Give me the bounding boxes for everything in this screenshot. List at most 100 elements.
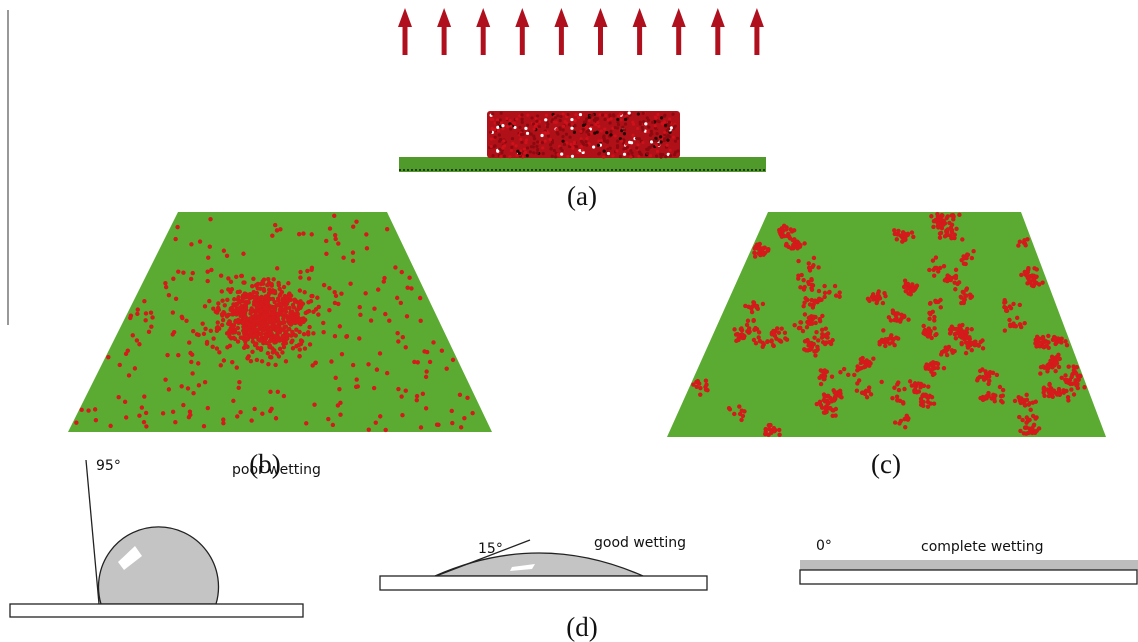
particle xyxy=(755,304,759,308)
particle xyxy=(671,113,674,116)
particle xyxy=(563,143,566,146)
particle xyxy=(954,227,958,231)
particle xyxy=(863,392,867,396)
particle xyxy=(322,283,326,287)
particle xyxy=(954,336,958,340)
particle xyxy=(635,146,638,149)
particle xyxy=(935,300,939,304)
particle xyxy=(801,278,805,282)
particle xyxy=(1078,374,1082,378)
particle xyxy=(501,127,504,130)
particle xyxy=(913,388,917,392)
particle xyxy=(834,392,838,396)
particle xyxy=(266,362,270,366)
particle xyxy=(921,404,925,408)
particle xyxy=(282,394,286,398)
particle xyxy=(1017,415,1021,419)
particle xyxy=(646,130,649,133)
particle xyxy=(383,312,387,316)
particle xyxy=(571,123,574,126)
particle xyxy=(508,155,511,158)
particle xyxy=(270,233,274,237)
particle xyxy=(696,379,700,383)
particle xyxy=(304,311,308,315)
particle xyxy=(242,346,246,350)
particle xyxy=(842,367,846,371)
particle xyxy=(752,318,756,322)
particle xyxy=(857,367,861,371)
particle xyxy=(596,117,599,120)
particle xyxy=(838,389,842,393)
particle xyxy=(310,232,314,236)
particle xyxy=(180,315,184,319)
particle xyxy=(1053,369,1057,373)
particle xyxy=(240,298,244,302)
particle xyxy=(196,361,200,365)
particle xyxy=(316,312,320,316)
particle xyxy=(932,326,936,330)
particle xyxy=(739,418,743,422)
particle xyxy=(419,425,423,429)
particle xyxy=(559,128,562,131)
particle xyxy=(266,351,270,355)
particle xyxy=(752,251,756,255)
particle xyxy=(230,312,234,316)
particle xyxy=(862,365,866,369)
particle xyxy=(137,413,141,417)
particle xyxy=(144,411,148,415)
particle xyxy=(369,318,373,322)
particle xyxy=(816,265,820,269)
particle xyxy=(538,125,541,128)
particle xyxy=(890,396,894,400)
particle xyxy=(605,131,608,134)
particle xyxy=(1065,343,1069,347)
particle xyxy=(1035,342,1039,346)
particle xyxy=(254,341,258,345)
particle xyxy=(817,289,821,293)
particle xyxy=(222,358,226,362)
particle xyxy=(331,423,335,427)
particle xyxy=(631,121,634,124)
arrow xyxy=(554,8,568,55)
particle xyxy=(79,408,83,412)
particle xyxy=(520,113,523,116)
particle xyxy=(644,122,647,125)
particle xyxy=(297,318,301,322)
particle xyxy=(249,310,253,314)
particle xyxy=(745,323,749,327)
particle xyxy=(123,400,127,404)
particle xyxy=(861,360,865,364)
particle xyxy=(551,155,554,158)
particle xyxy=(242,308,246,312)
particle xyxy=(1031,400,1035,404)
particle xyxy=(1022,321,1026,325)
particle xyxy=(1026,266,1030,270)
particle xyxy=(616,118,619,121)
particle xyxy=(871,356,875,360)
particle xyxy=(375,367,379,371)
particle xyxy=(936,362,940,366)
particle xyxy=(265,301,269,305)
particle xyxy=(440,349,444,353)
particle xyxy=(616,146,619,149)
particle xyxy=(181,403,185,407)
particle xyxy=(1042,340,1046,344)
particle xyxy=(945,279,949,283)
particle xyxy=(307,276,311,280)
substrate xyxy=(10,604,303,617)
particle xyxy=(236,318,240,322)
particle xyxy=(656,150,659,153)
particle xyxy=(245,356,249,360)
particle xyxy=(921,393,925,397)
particle xyxy=(871,292,875,296)
particle xyxy=(272,290,276,294)
particle xyxy=(327,286,331,290)
particle xyxy=(912,384,916,388)
particle xyxy=(620,129,623,132)
particle xyxy=(219,363,223,367)
particle xyxy=(203,380,207,384)
particle xyxy=(530,133,533,136)
particle xyxy=(630,151,633,154)
particle xyxy=(649,134,652,137)
particle xyxy=(656,113,659,116)
